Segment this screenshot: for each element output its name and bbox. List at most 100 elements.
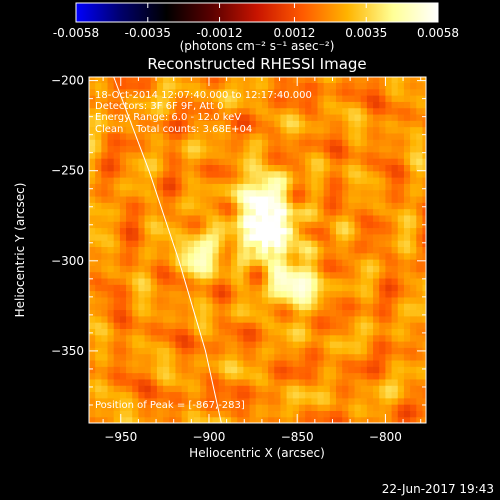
heatmap-cell	[243, 120, 251, 128]
heatmap-cell	[385, 233, 393, 241]
heatmap-cell	[243, 252, 251, 260]
heatmap-cell	[403, 82, 411, 90]
heatmap-cell	[354, 284, 362, 292]
heatmap-cell	[218, 164, 226, 172]
heatmap-cell	[156, 77, 164, 84]
heatmap-cell	[354, 397, 362, 405]
heatmap-cell	[354, 158, 362, 165]
heatmap-cell	[342, 202, 349, 210]
heatmap-cell	[329, 252, 337, 260]
heatmap-cell	[138, 145, 146, 153]
heatmap-cell	[206, 177, 214, 184]
heatmap-cell	[311, 158, 319, 165]
heatmap-cell	[403, 214, 411, 222]
heatmap-cell	[206, 328, 214, 336]
heatmap-cell	[200, 233, 207, 241]
heatmap-cell	[101, 101, 109, 109]
heatmap-cell	[286, 359, 294, 367]
heatmap-cell	[243, 315, 251, 323]
heatmap-cell	[261, 227, 269, 235]
heatmap-cell	[342, 145, 349, 153]
heatmap-cell	[379, 113, 387, 121]
heatmap-cell	[107, 208, 115, 216]
heatmap-cell	[181, 145, 189, 153]
heatmap-cell	[410, 359, 417, 367]
heatmap-cell	[113, 277, 121, 285]
heatmap-cell	[169, 341, 177, 348]
heatmap-cell	[292, 189, 300, 197]
heatmap-cell	[410, 88, 417, 96]
heatmap-cell	[403, 259, 411, 266]
heatmap-cell	[280, 208, 288, 216]
heatmap-cell	[175, 126, 183, 134]
heatmap-cell	[200, 240, 207, 247]
heatmap-cell	[163, 195, 170, 203]
heatmap-cell	[391, 120, 399, 128]
heatmap-cell	[354, 347, 362, 355]
heatmap-cell	[342, 410, 349, 418]
heatmap-cell	[422, 410, 426, 418]
heatmap-cell	[280, 240, 288, 247]
heatmap-cell	[298, 290, 306, 298]
heatmap-cell	[181, 404, 189, 411]
heatmap-cell	[169, 107, 177, 115]
heatmap-cell	[336, 233, 343, 241]
heatmap-cell	[138, 284, 146, 292]
heatmap-cell	[329, 120, 337, 128]
heatmap-cell	[107, 353, 115, 361]
heatmap-cell	[249, 240, 257, 247]
heatmap-cell	[305, 189, 312, 197]
heatmap-cell	[163, 397, 170, 405]
heatmap-cell	[249, 120, 257, 128]
heatmap-cell	[305, 303, 312, 311]
heatmap-cell	[243, 126, 251, 134]
heatmap-cell	[89, 195, 96, 203]
heatmap-cell	[119, 246, 127, 254]
heatmap-cell	[373, 208, 380, 216]
heatmap-cell	[113, 77, 121, 84]
heatmap-cell	[305, 195, 312, 203]
heatmap-cell	[175, 303, 183, 311]
heatmap-cell	[354, 183, 362, 191]
heatmap-cell	[249, 397, 257, 405]
heatmap-cell	[360, 233, 368, 241]
heatmap-cell	[193, 151, 201, 159]
heatmap-cell	[187, 164, 195, 172]
heatmap-cell	[193, 101, 201, 109]
heatmap-cell	[175, 334, 183, 342]
heatmap-cell	[113, 353, 121, 361]
heatmap-cell	[206, 353, 214, 361]
heatmap-cell	[187, 404, 195, 411]
heatmap-cell	[329, 410, 337, 418]
heatmap-cell	[342, 164, 349, 172]
heatmap-cell	[169, 359, 177, 367]
heatmap-cell	[261, 259, 269, 266]
heatmap-cell	[354, 233, 362, 241]
heatmap-cell	[206, 252, 214, 260]
heatmap-cell	[119, 151, 127, 159]
heatmap-cell	[360, 359, 368, 367]
colorbar-ticks: -0.0058 -0.0035 -0.0012 0.0012 0.0035 0.0058	[53, 3, 459, 40]
heatmap-cell	[212, 404, 220, 411]
heatmap-cell	[280, 410, 288, 418]
heatmap-cell	[95, 164, 102, 172]
heatmap-cell	[397, 372, 405, 380]
heatmap-cell	[286, 259, 294, 266]
heatmap-cell	[132, 265, 140, 273]
heatmap-cell	[119, 290, 127, 298]
heatmap-cell	[156, 309, 164, 317]
heatmap-cell	[360, 132, 368, 140]
heatmap-cell	[212, 259, 220, 266]
heatmap-cell	[224, 334, 232, 342]
heatmap-cell	[416, 107, 424, 115]
heatmap-cell	[373, 271, 380, 279]
heatmap-cell	[336, 195, 343, 203]
heatmap-cell	[354, 366, 362, 374]
heatmap-cell	[274, 277, 282, 285]
heatmap-cell	[150, 277, 158, 285]
heatmap-cell	[403, 252, 411, 260]
heatmap-cell	[101, 416, 109, 423]
heatmap-cell	[360, 271, 368, 279]
heatmap-cell	[366, 397, 374, 405]
heatmap-cell	[286, 208, 294, 216]
